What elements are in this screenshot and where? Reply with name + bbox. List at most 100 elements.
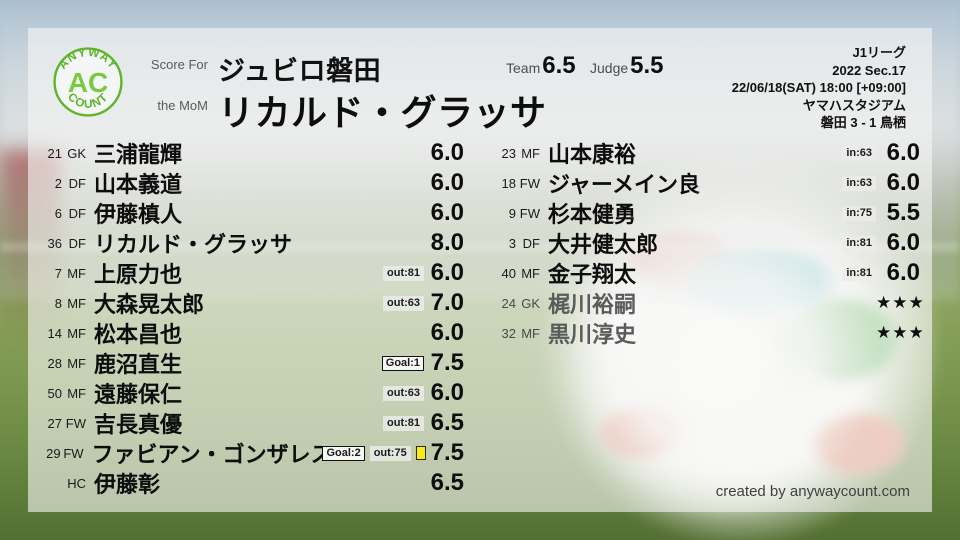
player-name: 大井健太郎 bbox=[548, 232, 659, 257]
substitution-badge: in:81 bbox=[842, 265, 876, 281]
player-name: ファビアン・ゴンザレス bbox=[91, 442, 323, 467]
player-name: 梶川裕嗣 bbox=[548, 292, 637, 317]
player-badges: Goal:1 bbox=[381, 355, 424, 371]
player-badges: in:75 bbox=[842, 205, 876, 221]
player-row[interactable]: 24 GK 梶川裕嗣 ★★★ bbox=[480, 288, 932, 318]
substitution-badge: in:63 bbox=[842, 175, 876, 191]
logo-bottom-text: COUNT bbox=[65, 90, 110, 111]
player-number: 50 bbox=[47, 385, 62, 401]
substitution-badge: in:63 bbox=[842, 145, 876, 161]
player-rating: 6.0 bbox=[430, 319, 464, 346]
player-position: MF bbox=[67, 265, 86, 281]
ratings-card-panel: ANYWAY COUNT AC Score For ジュビロ磐田 the MoM… bbox=[28, 28, 932, 512]
player-name: 吉長真優 bbox=[94, 412, 183, 437]
player-row[interactable]: 23 MF 山本康裕 in:63 6.0 bbox=[480, 138, 932, 168]
judge-rating-value: 5.5 bbox=[630, 52, 664, 79]
man-of-the-match-name: リカルド・グラッサ bbox=[218, 92, 547, 133]
match-result-score: 磐田 3 - 1 鳥栖 bbox=[820, 115, 906, 130]
anywaycount-logo-icon: ANYWAY COUNT AC bbox=[53, 46, 123, 117]
site-credit: created by anywaycount.com bbox=[715, 483, 910, 500]
player-row[interactable]: 14 MF 松本昌也 6.0 bbox=[28, 318, 480, 348]
player-rating: 6.0 bbox=[886, 169, 920, 196]
substitution-badge: out:81 bbox=[383, 415, 424, 431]
player-rating: 6.5 bbox=[430, 469, 464, 496]
substitution-badge: out:81 bbox=[383, 265, 424, 281]
player-badges: out:81 bbox=[383, 265, 424, 281]
venue-name: ヤマハスタジアム bbox=[802, 97, 906, 113]
player-badges: out:63 bbox=[383, 385, 424, 401]
player-position: MF bbox=[67, 355, 86, 371]
player-rating: 6.0 bbox=[886, 259, 920, 286]
player-name: 三浦龍輝 bbox=[94, 142, 183, 167]
player-row[interactable]: 29 FW ファビアン・ゴンザレス Goal:2 out:75 7.5 bbox=[28, 438, 480, 468]
player-rating: 5.5 bbox=[886, 199, 920, 226]
player-position: DF bbox=[68, 175, 86, 191]
player-number: 7 bbox=[54, 265, 62, 281]
player-position: DF bbox=[522, 235, 540, 251]
player-rating: 7.0 bbox=[430, 289, 464, 316]
player-name: ジャーメイン良 bbox=[548, 172, 701, 197]
goal-badge: Goal:2 bbox=[322, 445, 365, 461]
player-position: DF bbox=[68, 205, 86, 221]
player-number: 36 bbox=[47, 235, 62, 251]
judge-rating-label: Judge bbox=[590, 60, 629, 76]
player-rating: 6.0 bbox=[886, 229, 920, 256]
player-name: 杉本健勇 bbox=[548, 202, 637, 227]
player-badges: out:63 bbox=[383, 295, 424, 311]
player-position: FW bbox=[63, 445, 84, 461]
substitution-badge: out:63 bbox=[383, 385, 424, 401]
player-name: 鹿沼直生 bbox=[94, 352, 183, 377]
player-number: 18 bbox=[501, 175, 516, 191]
player-number: 40 bbox=[501, 265, 516, 281]
player-row[interactable]: 6 DF 伊藤槙人 6.0 bbox=[28, 198, 480, 228]
judge-rating: Judge5.5 bbox=[590, 52, 664, 80]
player-row[interactable]: 3 DF 大井健太郎 in:81 6.0 bbox=[480, 228, 932, 258]
player-row[interactable]: 7 MF 上原力也 out:81 6.0 bbox=[28, 258, 480, 288]
player-position: FW bbox=[65, 415, 86, 431]
substitution-badge: in:75 bbox=[842, 205, 876, 221]
player-number: 24 bbox=[501, 295, 516, 311]
player-row[interactable]: 27 FW 吉長真優 out:81 6.5 bbox=[28, 408, 480, 438]
match-info-block: J1リーグ 2022 Sec.17 22/06/18(SAT) 18:00 [+… bbox=[732, 44, 906, 132]
player-rating: 6.0 bbox=[430, 169, 464, 196]
player-number: 6 bbox=[54, 205, 62, 221]
player-name: 黒川淳史 bbox=[548, 322, 637, 347]
player-rating: 6.0 bbox=[430, 139, 464, 166]
team-rating-label: Team bbox=[506, 60, 541, 76]
player-rating: 6.0 bbox=[886, 139, 920, 166]
player-position: FW bbox=[519, 205, 540, 221]
kickoff-datetime: 22/06/18(SAT) 18:00 [+09:00] bbox=[731, 80, 906, 95]
player-row[interactable]: 21 GK 三浦龍輝 6.0 bbox=[28, 138, 480, 168]
player-position: MF bbox=[521, 265, 540, 281]
player-number: 8 bbox=[54, 295, 62, 311]
player-name: リカルド・グラッサ bbox=[94, 232, 293, 257]
player-name: 大森晃太郎 bbox=[94, 292, 205, 317]
player-row[interactable]: 8 MF 大森晃太郎 out:63 7.0 bbox=[28, 288, 480, 318]
player-row[interactable]: 36 DF リカルド・グラッサ 8.0 bbox=[28, 228, 480, 258]
player-row[interactable]: 50 MF 遠藤保仁 out:63 6.0 bbox=[28, 378, 480, 408]
player-row[interactable]: 2 DF 山本義道 6.0 bbox=[28, 168, 480, 198]
player-number: 23 bbox=[501, 145, 516, 161]
player-position: MF bbox=[67, 295, 86, 311]
player-position: HC bbox=[67, 475, 86, 491]
player-number: 27 bbox=[47, 415, 62, 431]
team-name: ジュビロ磐田 bbox=[218, 56, 382, 86]
yellow-card-icon bbox=[415, 446, 426, 460]
player-row[interactable]: HC 伊藤彰 6.5 bbox=[28, 468, 480, 498]
player-row[interactable]: 9 FW 杉本健勇 in:75 5.5 bbox=[480, 198, 932, 228]
player-rating-unused: ★★★ bbox=[876, 293, 925, 312]
player-row[interactable]: 18 FW ジャーメイン良 in:63 6.0 bbox=[480, 168, 932, 198]
player-row[interactable]: 32 MF 黒川淳史 ★★★ bbox=[480, 318, 932, 348]
player-row[interactable]: 40 MF 金子翔太 in:81 6.0 bbox=[480, 258, 932, 288]
goal-badge: Goal:1 bbox=[381, 355, 424, 371]
player-number: 2 bbox=[54, 175, 62, 191]
player-rating: 7.5 bbox=[430, 439, 465, 466]
player-name: 松本昌也 bbox=[94, 322, 183, 347]
player-row[interactable]: 28 MF 鹿沼直生 Goal:1 7.5 bbox=[28, 348, 480, 378]
player-position: MF bbox=[67, 385, 86, 401]
player-name: 金子翔太 bbox=[548, 262, 637, 287]
player-badges: in:63 bbox=[842, 175, 876, 191]
player-rating-unused: ★★★ bbox=[876, 323, 925, 342]
player-badges: in:81 bbox=[842, 265, 876, 281]
